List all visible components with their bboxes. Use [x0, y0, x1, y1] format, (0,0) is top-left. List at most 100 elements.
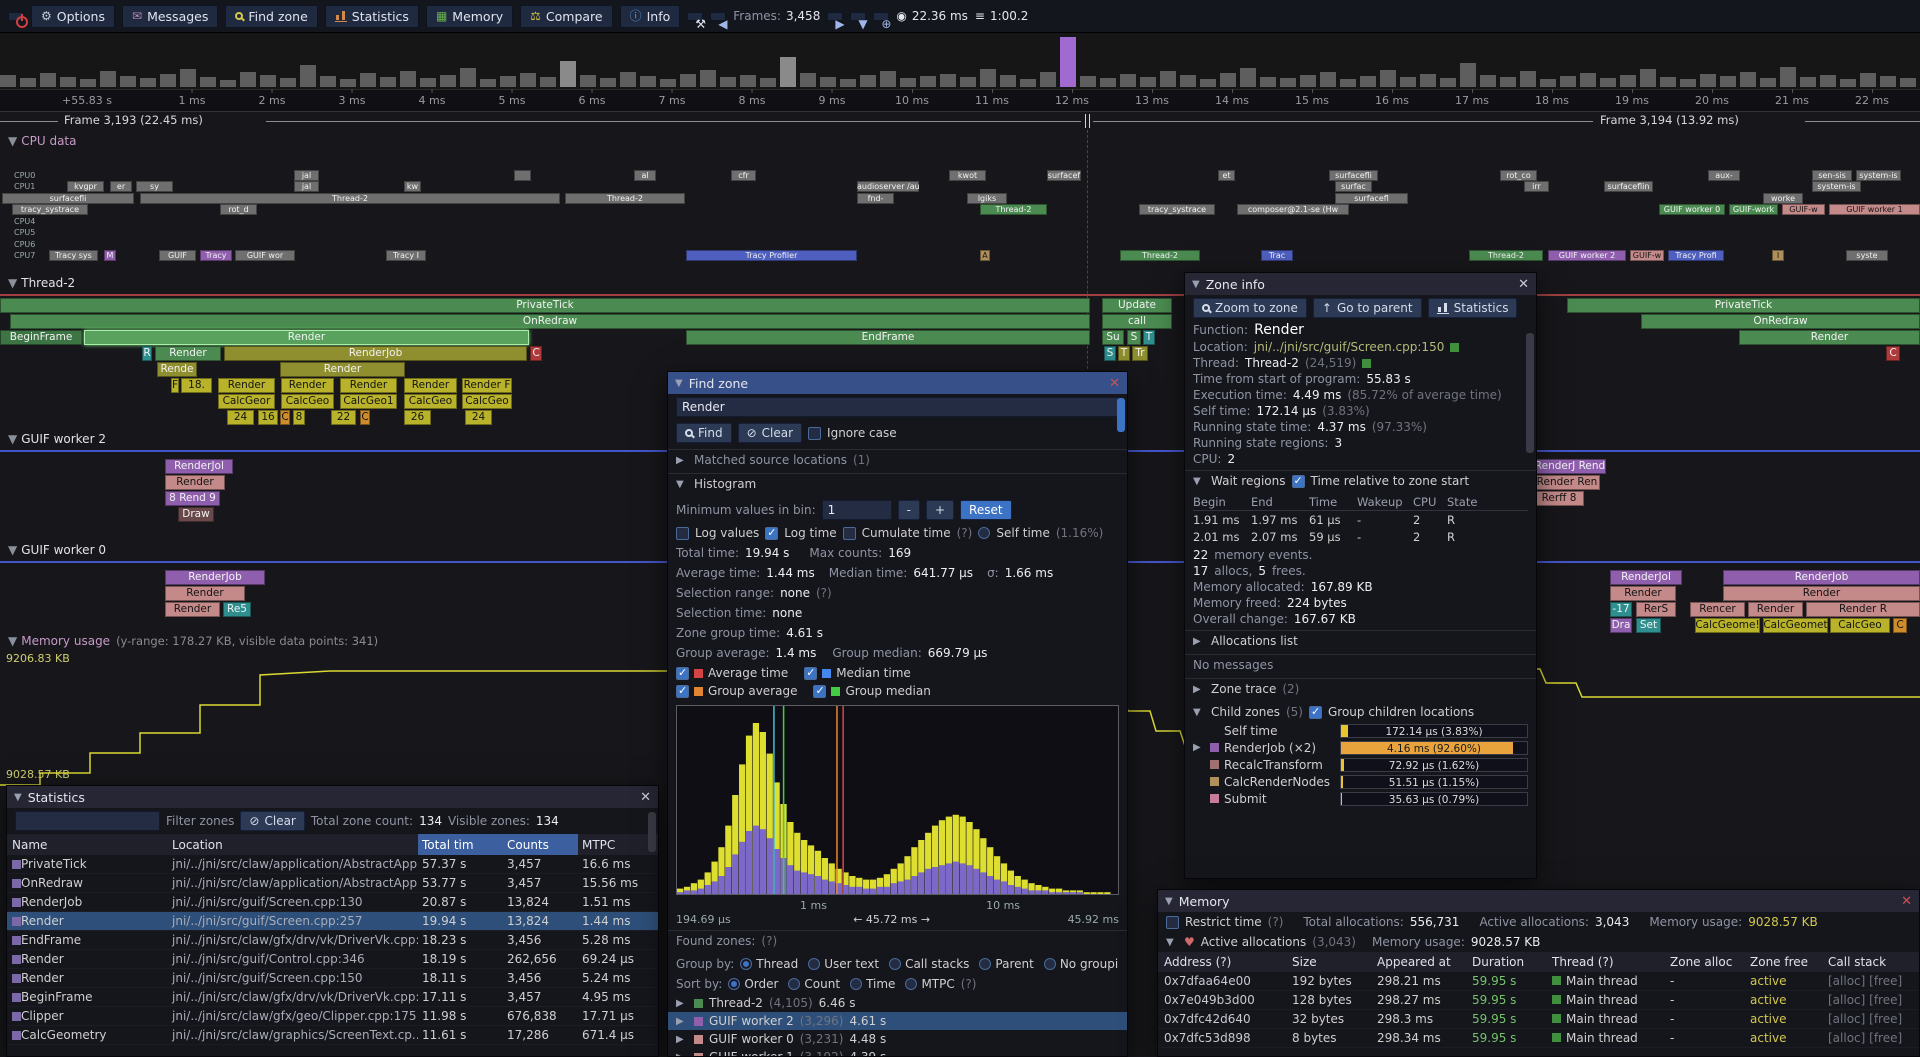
- frame-bar[interactable]: [1880, 76, 1896, 87]
- frame-bar[interactable]: [140, 78, 156, 87]
- timeline-zone[interactable]: Render: [1723, 586, 1920, 601]
- frame-bar[interactable]: [160, 74, 176, 87]
- frame-bar[interactable]: [760, 78, 776, 87]
- active-allocations-toggle[interactable]: Active allocations: [1200, 935, 1307, 949]
- timeline-zone[interactable]: system-is: [1812, 181, 1861, 192]
- timeline-zone[interactable]: audioserver /audio: [857, 181, 919, 192]
- timeline-zone[interactable]: lgiks: [967, 193, 1007, 204]
- frame-bar[interactable]: [220, 80, 236, 87]
- frame-bar[interactable]: [40, 73, 56, 87]
- zone-trace-toggle[interactable]: Zone trace: [1211, 682, 1277, 696]
- timeline-zone[interactable]: T: [1118, 346, 1130, 361]
- frame-bar[interactable]: [1580, 73, 1596, 87]
- timeline-zone[interactable]: system-is: [1856, 170, 1901, 181]
- timeline-zone[interactable]: Render: [404, 378, 457, 393]
- filter-zones-input[interactable]: [15, 811, 160, 831]
- frame-bar[interactable]: [1400, 77, 1416, 87]
- frame-bar[interactable]: [1560, 76, 1576, 87]
- frame-bar[interactable]: [180, 69, 196, 87]
- guif-worker2-header[interactable]: ▼ GUIF worker 2: [8, 432, 106, 446]
- frame-bar[interactable]: [1760, 78, 1776, 87]
- frame-bar[interactable]: [1180, 75, 1196, 87]
- timeline-zone[interactable]: Dra: [1610, 618, 1632, 633]
- timeline-zone[interactable]: GUIF worker 1: [1829, 204, 1920, 215]
- frame-bar[interactable]: [1300, 75, 1316, 87]
- frame-bar[interactable]: [1260, 77, 1276, 87]
- timeline-zone[interactable]: 18.: [181, 378, 212, 393]
- frame-bar[interactable]: [960, 77, 976, 87]
- memory-table-header[interactable]: Address (?) Size Appeared at Duration Threa…: [1158, 952, 1919, 972]
- timeline-zone[interactable]: GUIF: [159, 250, 196, 261]
- log-values-checkbox[interactable]: [676, 526, 689, 540]
- timeline-zone[interactable]: R: [142, 346, 152, 361]
- frame-bar[interactable]: [1500, 77, 1516, 87]
- frame-bar[interactable]: [1340, 79, 1356, 87]
- frame-bar[interactable]: [1800, 77, 1816, 87]
- timeline-zone[interactable]: surfacefli: [1329, 170, 1378, 181]
- timeline-zone[interactable]: surfac: [1335, 181, 1372, 192]
- timeline-zone[interactable]: cfr: [731, 170, 756, 181]
- timeline-zone[interactable]: F: [171, 378, 179, 393]
- child-zone-row[interactable]: Submit 35.63 μs (0.79%): [1185, 790, 1536, 807]
- frame-bar[interactable]: [780, 57, 796, 87]
- close-icon[interactable]: ✕: [640, 789, 651, 805]
- restrict-time-checkbox[interactable]: [1166, 915, 1179, 929]
- timeline-zone[interactable]: composer@2.1-se (Hw: [1237, 204, 1349, 215]
- frame-bar[interactable]: [660, 79, 676, 87]
- child-zone-row[interactable]: RecalcTransform 72.92 μs (1.62%): [1185, 756, 1536, 773]
- timeline-zone[interactable]: CalcGeome!: [1695, 618, 1760, 633]
- child-zones-toggle[interactable]: Child zones: [1211, 705, 1280, 719]
- histogram-toggle[interactable]: Histogram: [694, 477, 757, 491]
- timeline-zone[interactable]: RenderJob: [165, 570, 265, 585]
- frame-bar[interactable]: [1280, 78, 1296, 87]
- radio-option[interactable]: Order: [728, 977, 778, 991]
- statistics-table-header[interactable]: Name Location Total tim Counts MTPC: [7, 834, 658, 855]
- timeline-zone[interactable]: CalcGeomet: [1763, 618, 1828, 633]
- timeline-zone[interactable]: Render: [1610, 586, 1676, 601]
- group-children-checkbox[interactable]: [1308, 705, 1322, 719]
- radio-option[interactable]: Count: [788, 977, 840, 991]
- frame-bar[interactable]: [1080, 76, 1096, 87]
- frame-bar[interactable]: [1320, 72, 1336, 87]
- frame-bar[interactable]: [820, 77, 836, 87]
- frame-bar[interactable]: [1140, 77, 1156, 87]
- thread-group-row[interactable]: ▶ GUIF worker 1 (3,192) 4.39 s: [668, 1048, 1127, 1056]
- frame-bar[interactable]: [1220, 73, 1236, 87]
- timeline-zone[interactable]: Render: [340, 378, 397, 393]
- timeline-zone[interactable]: Render F: [462, 378, 512, 393]
- frame-minimap[interactable]: [0, 33, 1920, 90]
- find-zone-button[interactable]: Find zone: [225, 4, 318, 28]
- histogram-plot[interactable]: [676, 705, 1119, 895]
- timeline-zone[interactable]: Tracy Profi: [1668, 250, 1724, 261]
- legend-checkbox[interactable]: [804, 666, 818, 680]
- timeline-zone[interactable]: S: [1104, 346, 1116, 361]
- frame-bar[interactable]: [1200, 79, 1216, 87]
- cpu-data-header[interactable]: ▼ CPU data: [8, 134, 77, 148]
- legend-item[interactable]: Group average: [676, 684, 797, 698]
- frame-bar[interactable]: [1720, 76, 1736, 87]
- timeline-zone[interactable]: CalcGeo1: [340, 394, 397, 409]
- options-button[interactable]: ⚙ Options: [31, 4, 115, 28]
- timeline-zone[interactable]: RenderJ Rend: [1534, 459, 1606, 474]
- frame-bar[interactable]: [1440, 78, 1456, 87]
- timeline-zone[interactable]: er: [110, 181, 132, 192]
- frame-bar[interactable]: [1240, 68, 1256, 87]
- frame-bar[interactable]: [340, 79, 356, 87]
- timeline-zone[interactable]: [514, 170, 531, 181]
- timeline-zone[interactable]: Rencer: [1690, 602, 1745, 617]
- frame-bar[interactable]: [200, 77, 216, 87]
- statistics-button[interactable]: Statistics: [324, 4, 419, 28]
- frame-bar[interactable]: [640, 76, 656, 87]
- timeline-zone[interactable]: RenderJol: [165, 459, 233, 474]
- frame-bar[interactable]: [1460, 63, 1476, 87]
- timeline-zone[interactable]: BeginFrame: [0, 330, 82, 345]
- table-row[interactable]: Render jni/../jni/src/guif/Screen.cpp:15…: [7, 969, 658, 988]
- frame-bar[interactable]: [1620, 75, 1636, 87]
- timeline-zone[interactable]: T: [1143, 330, 1155, 345]
- timeline-zone[interactable]: OnRedraw: [1641, 314, 1920, 329]
- timeline-zone[interactable]: Render: [1748, 602, 1803, 617]
- timeline-zone[interactable]: surfacef: [1047, 170, 1081, 181]
- radio-option[interactable]: Time: [850, 977, 895, 991]
- timeline-zone[interactable]: GUIF worker 0: [1659, 204, 1725, 215]
